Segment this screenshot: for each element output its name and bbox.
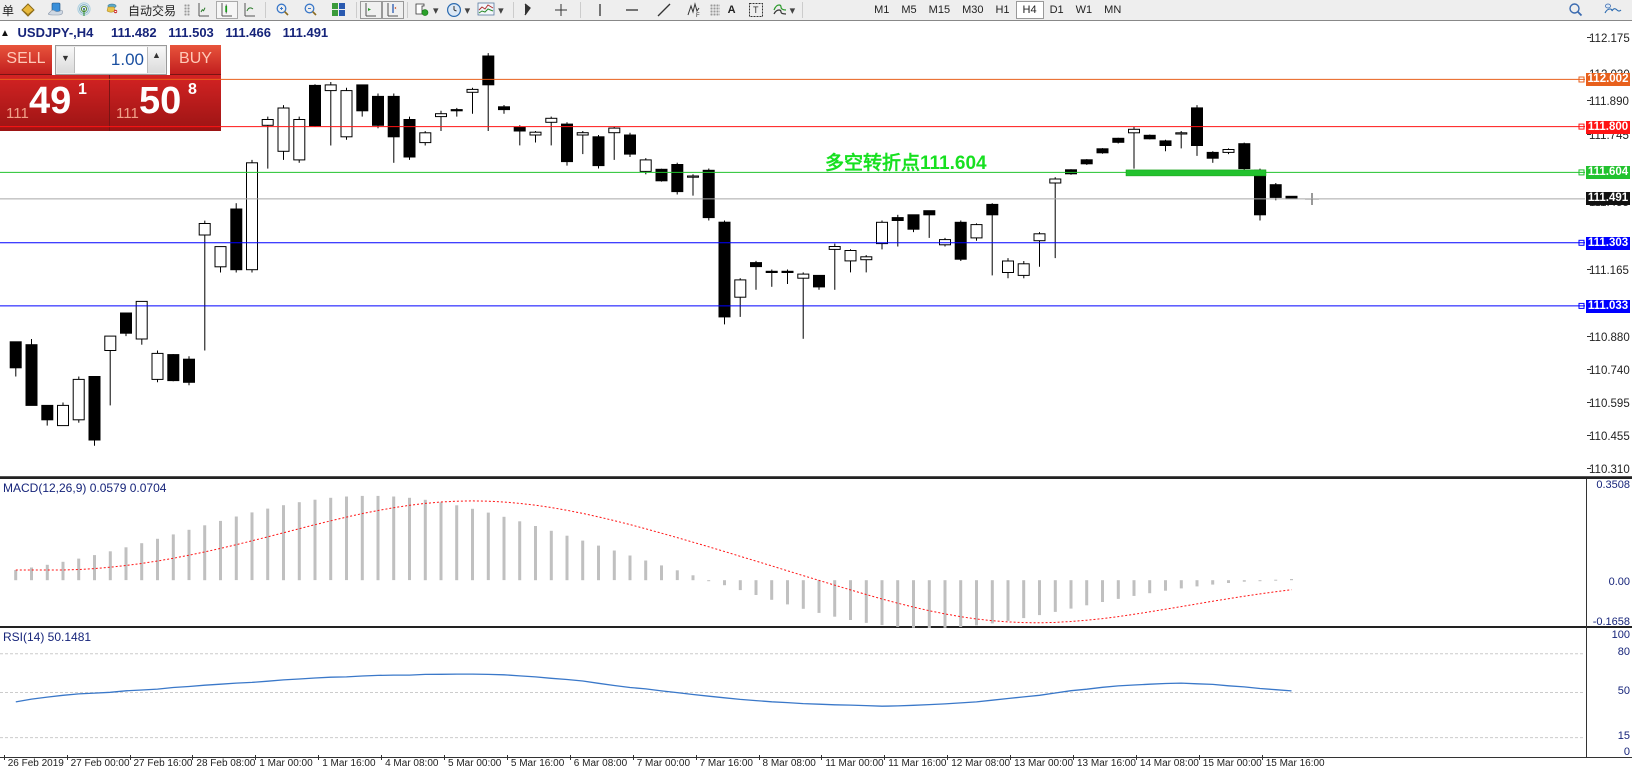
svg-text:多空转折点111.604: 多空转折点111.604 [825, 151, 987, 174]
svg-text:F: F [696, 13, 700, 18]
svg-text:T: T [753, 5, 759, 15]
